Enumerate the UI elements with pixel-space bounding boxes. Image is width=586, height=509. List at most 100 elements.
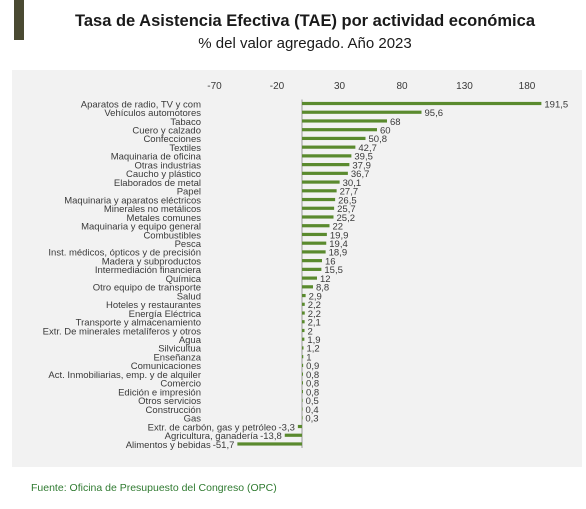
value-label: 12 (320, 274, 331, 285)
bar-22 (302, 293, 306, 298)
category-label: Metales comunes (127, 213, 202, 224)
category-label: Enseñanza (153, 352, 201, 363)
category-label: Act. Inmobiliarias, emp. y de alquiler (48, 370, 201, 381)
category-label: Caucho y plástico (126, 169, 201, 180)
category-label: Salud (177, 291, 201, 302)
bar-26 (302, 328, 305, 333)
value-label: 0,5 (306, 396, 319, 407)
value-label: 18,9 (329, 248, 348, 259)
value-label: 42,7 (358, 143, 377, 154)
bar-29 (302, 355, 304, 359)
category-label: Construcción (146, 405, 201, 416)
category-label: Maquinaria de oficina (111, 152, 202, 163)
category-label: Edición e impresión (118, 387, 201, 398)
chart-title: Tasa de Asistencia Efectiva (TAE) por ac… (74, 12, 535, 30)
category-label: Confecciones (143, 134, 201, 145)
bar-23 (302, 302, 305, 306)
bar-14 (302, 224, 330, 228)
bar-13 (302, 215, 334, 219)
value-label: 0,4 (306, 405, 319, 416)
bar-9 (302, 180, 340, 184)
value-label: 2,2 (308, 300, 321, 311)
category-label: Energía Eléctrica (129, 309, 202, 320)
value-label: 60 (380, 125, 391, 136)
value-label: 1,2 (307, 344, 320, 355)
category-label: Agricultura, ganadería (165, 431, 259, 442)
x-tick-label: 30 (334, 81, 346, 92)
bar-15 (302, 232, 327, 237)
value-label: 68 (390, 117, 401, 128)
x-tick-label: -20 (270, 81, 285, 92)
category-label: Intermediación financiera (95, 265, 202, 276)
value-label: 191,5 (544, 99, 568, 110)
category-label: Silvicultua (158, 344, 201, 355)
title-accent-bar (14, 0, 24, 40)
value-label: 36,7 (351, 169, 370, 180)
value-label: 2,9 (309, 291, 322, 302)
value-label: 25,2 (337, 213, 356, 224)
category-label: Vehículos automotores (104, 108, 201, 119)
bar-18 (302, 259, 322, 263)
bar-31 (302, 372, 303, 376)
category-label: Combustibles (143, 230, 201, 241)
bar-39 (237, 442, 302, 446)
value-label: 8,8 (316, 283, 329, 294)
category-label: Extr. de carbón, gas y petróleo (148, 422, 277, 433)
value-label: 50,8 (369, 134, 388, 145)
value-label: 1 (306, 352, 311, 363)
x-tick-label: 180 (519, 81, 536, 92)
bar-38 (284, 433, 302, 437)
value-label: 39,5 (354, 152, 373, 163)
value-label: 26,5 (338, 195, 357, 206)
x-tick-label: 130 (456, 81, 473, 92)
bar-21 (302, 285, 313, 289)
category-label: Maquinaria y aparatos eléctricos (64, 195, 201, 206)
value-label: 0,3 (305, 414, 318, 425)
value-label: 2,1 (308, 318, 321, 329)
bar-24 (302, 311, 305, 315)
bar-33 (302, 389, 303, 394)
bar-3 (302, 128, 377, 132)
value-label: 30,1 (343, 178, 362, 189)
value-label: 19,4 (329, 239, 348, 250)
category-label: Inst. médicos, ópticos y de precisión (48, 248, 201, 259)
value-label: 16 (325, 256, 336, 267)
value-label: 95,6 (425, 108, 444, 119)
value-label: 0,8 (306, 379, 319, 390)
category-label: Transporte y almacenamiento (76, 318, 201, 329)
bar-12 (302, 206, 335, 210)
value-label: -13,8 (260, 431, 282, 442)
bar-32 (302, 381, 303, 385)
category-label: Elaborados de metal (114, 178, 201, 189)
bar-6 (302, 154, 352, 158)
value-label: -3,3 (279, 422, 295, 433)
category-label: Maquinaria y equipo general (81, 222, 201, 233)
value-label: 25,7 (337, 204, 356, 215)
bar-35 (302, 407, 303, 411)
value-label: 22 (333, 222, 344, 233)
category-label: Aparatos de radio, TV y com (81, 99, 201, 110)
category-label: Alimentos y bebidas (126, 440, 211, 451)
x-tick-label: 80 (396, 81, 408, 92)
bar-19 (302, 267, 322, 271)
bar-27 (302, 337, 305, 341)
bar-36 (302, 416, 303, 420)
bar-37 (297, 424, 302, 429)
bar-17 (302, 250, 326, 254)
bar-1 (302, 110, 422, 114)
bar-2 (302, 119, 387, 123)
bar-34 (302, 398, 303, 402)
category-label: Otro equipo de transporte (93, 283, 201, 294)
category-label: Hoteles y restaurantes (106, 300, 201, 311)
value-label: 0,9 (306, 361, 319, 372)
category-label: Madera y subproductos (102, 256, 202, 267)
category-label: Gas (184, 414, 202, 425)
chart-subtitle: % del valor agregado. Año 2023 (198, 35, 412, 52)
category-label: Otras industrias (134, 160, 201, 171)
value-label: 19,9 (330, 230, 349, 241)
bar-7 (302, 163, 350, 167)
category-label: Extr. De minerales metalíferos y otros (43, 326, 202, 337)
bar-25 (302, 320, 305, 324)
chart-panel (12, 70, 582, 467)
bar-4 (302, 136, 366, 141)
